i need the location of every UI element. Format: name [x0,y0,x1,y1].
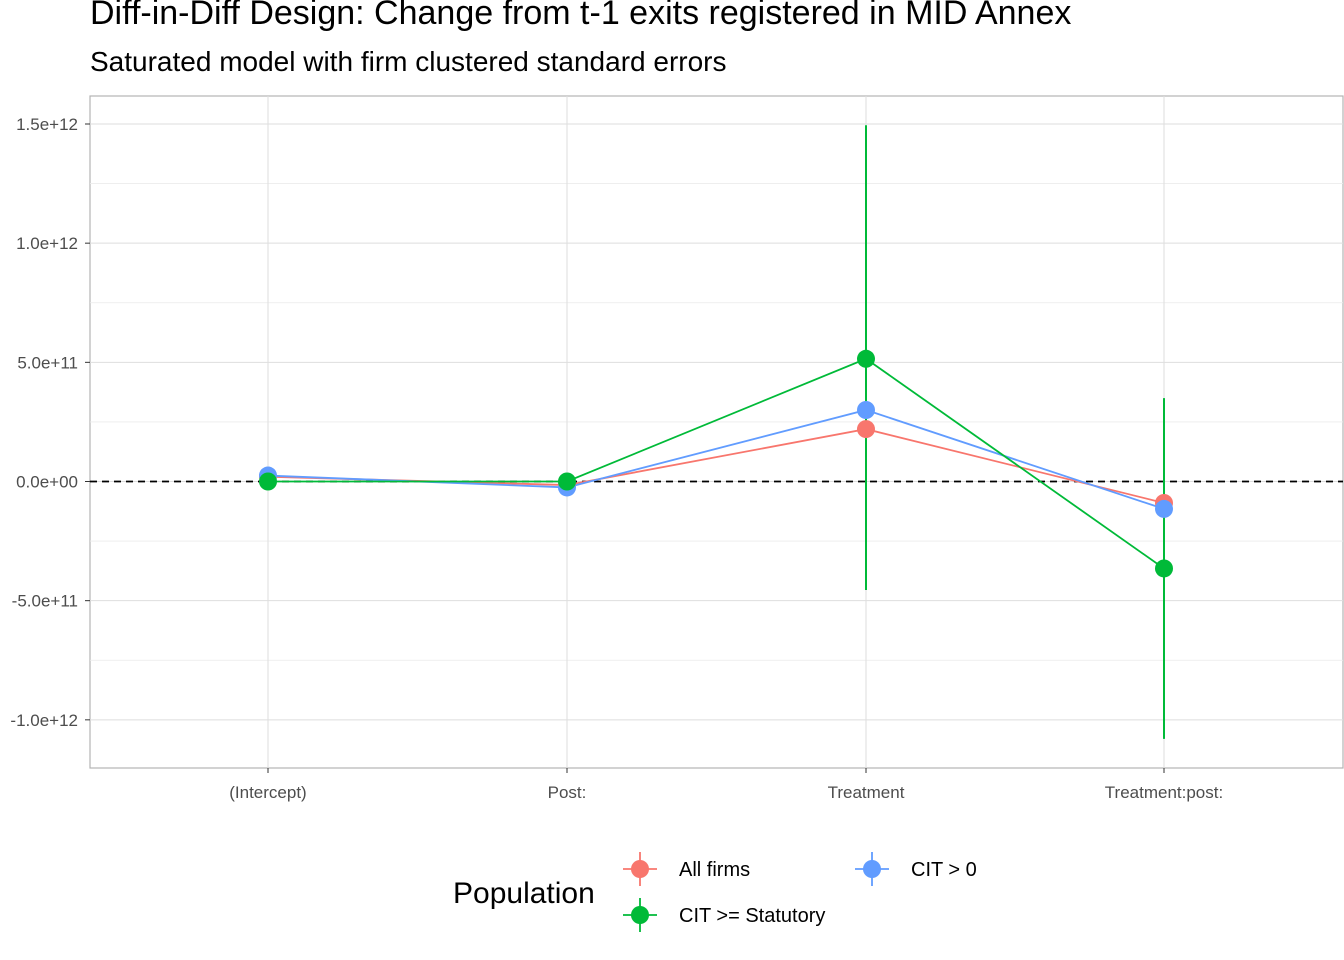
y-tick-label: 5.0e+11 [17,353,78,372]
data-point [1155,559,1173,578]
data-point [259,472,277,491]
data-point [1155,499,1173,518]
y-tick-label: 0.0e+00 [16,473,78,492]
x-tick-label: Post: [548,783,587,802]
y-tick-label: 1.0e+12 [16,234,78,253]
data-point [558,472,576,491]
legend-item: CIT >= Statutory [623,898,825,932]
x-tick-label: Treatment:post: [1105,783,1223,802]
legend-label: CIT > 0 [911,859,977,881]
data-point [857,349,875,368]
x-tick-label: (Intercept) [229,783,306,802]
legend-label: CIT >= Statutory [679,905,825,927]
chart-subtitle: Saturated model with firm clustered stan… [90,46,727,77]
x-tick-label: Treatment [828,783,905,802]
y-tick-label: -1.0e+12 [10,711,78,730]
legend-title: Population [453,877,595,910]
legend-key-point [631,860,649,878]
data-point [857,401,875,419]
data-point [857,420,875,439]
y-tick-label: -5.0e+11 [12,592,78,611]
legend-key-point [863,860,881,878]
y-tick-label: 1.5e+12 [16,115,78,134]
chart-title: Diff-in-Diff Design: Change from t-1 exi… [90,0,1072,32]
series-line [268,357,1165,570]
legend-key-point [631,906,649,924]
legend-item: CIT > 0 [855,852,977,886]
plot-panel [89,95,1344,769]
legend-item: All firms [623,852,750,886]
legend-label: All firms [679,859,750,881]
